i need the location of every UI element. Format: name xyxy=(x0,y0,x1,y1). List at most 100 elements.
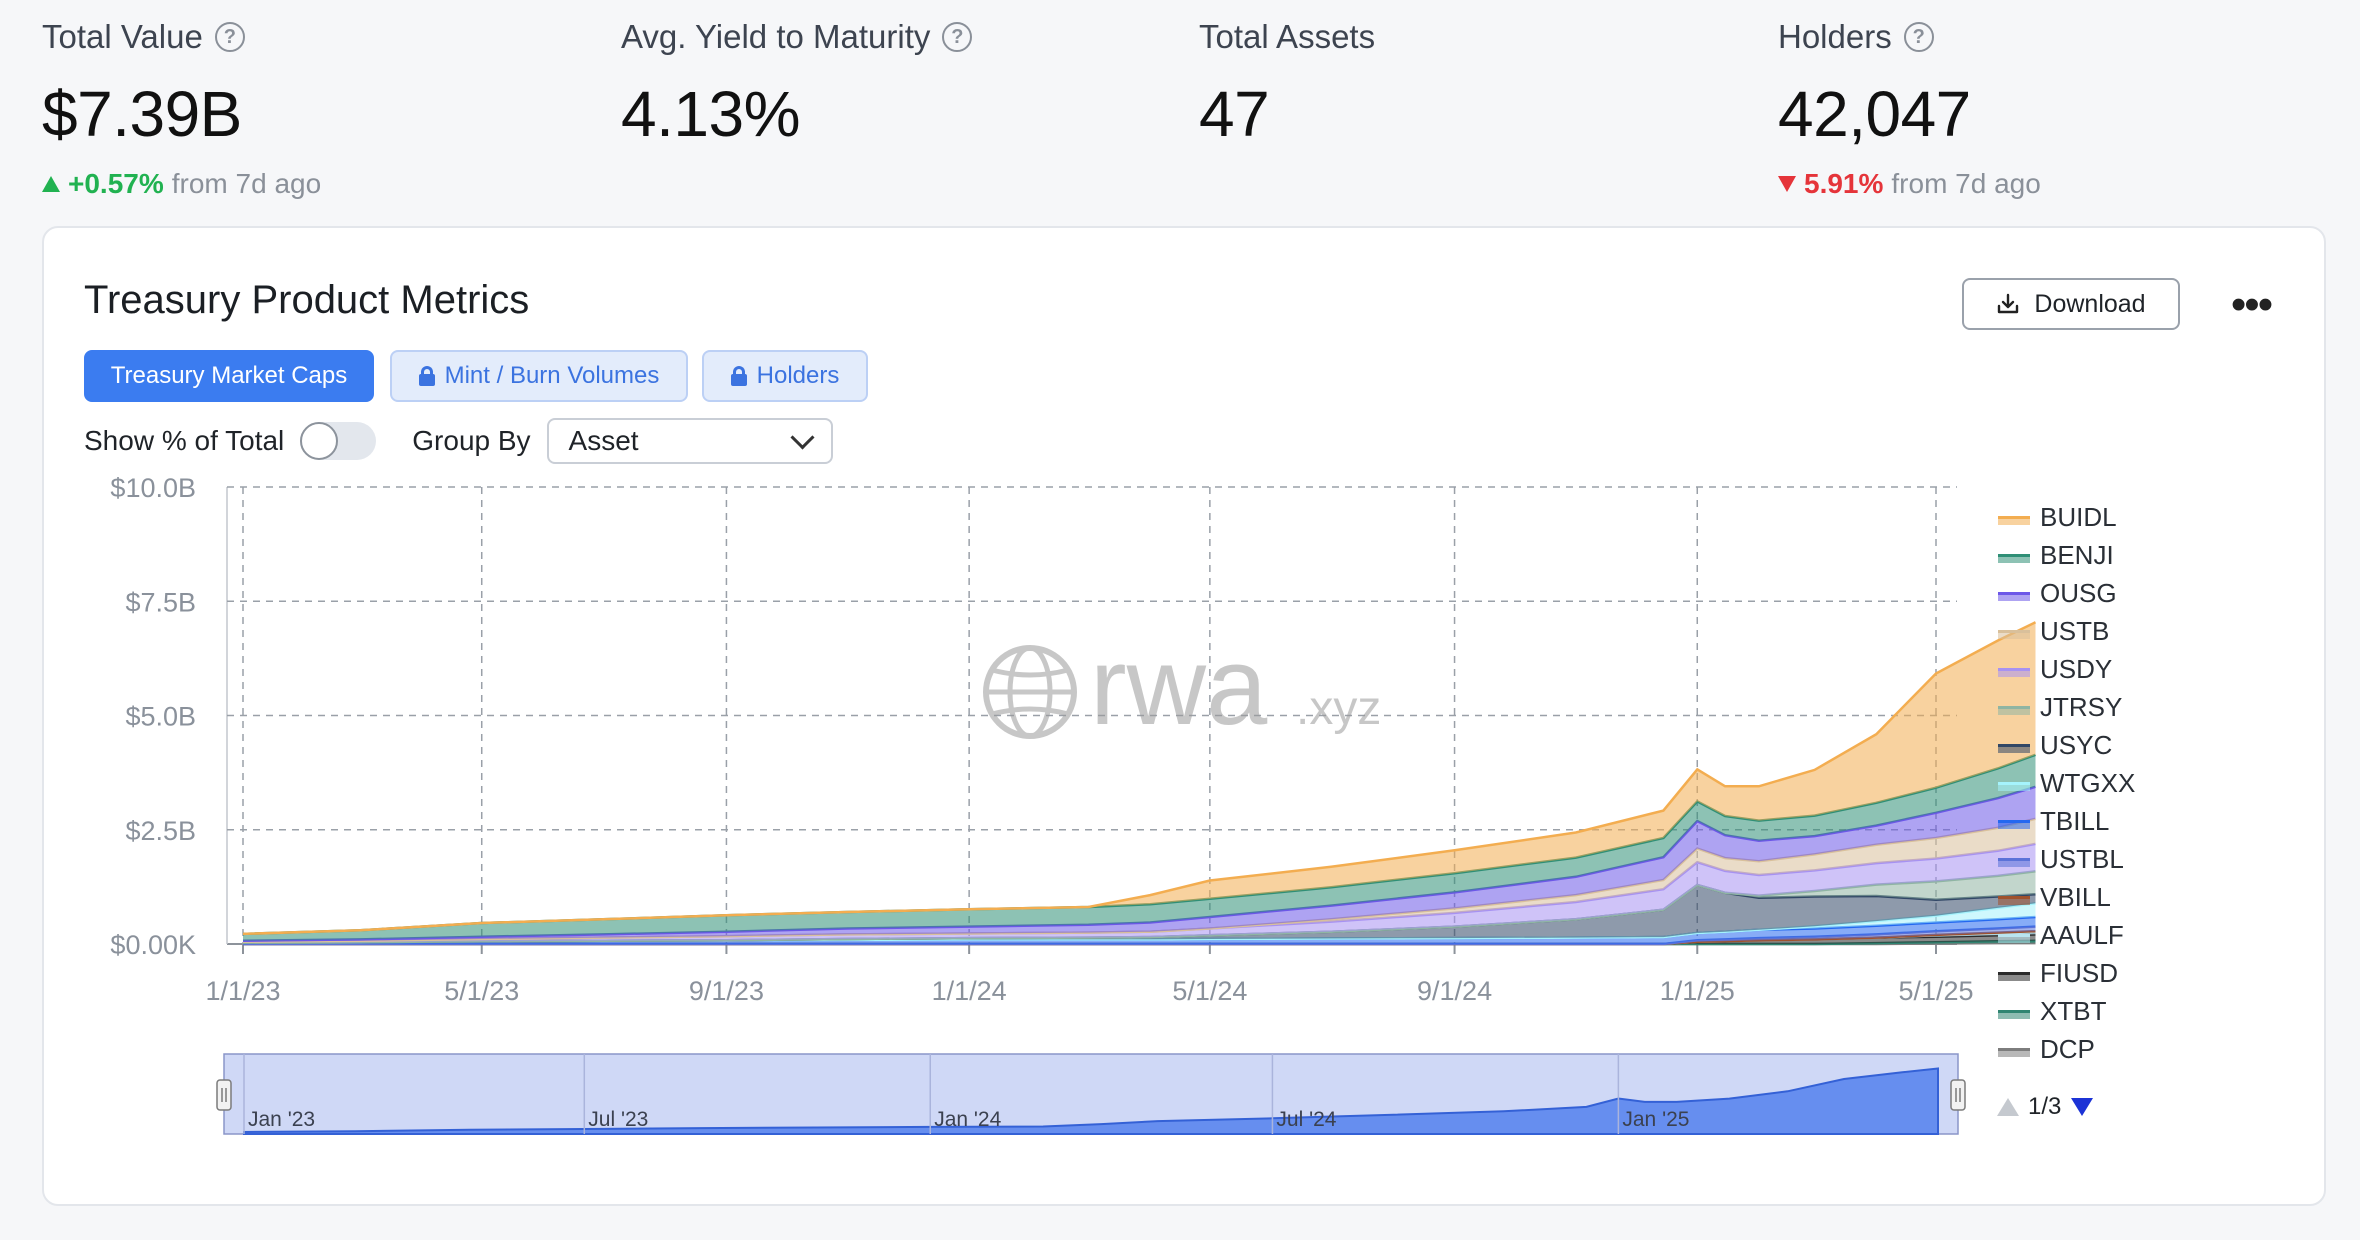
legend-label: BUIDL xyxy=(2040,502,2117,532)
navigator-label: Jul '23 xyxy=(588,1108,648,1131)
y-tick-label: $0.00K xyxy=(110,930,196,960)
navigator-handle-right[interactable] xyxy=(1950,1079,1966,1111)
legend-item-wtgxx[interactable]: WTGXX xyxy=(1998,768,2135,798)
card-title: Treasury Product Metrics xyxy=(84,278,530,322)
group-by-select[interactable]: Asset xyxy=(546,418,833,464)
area-usyc[interactable] xyxy=(243,885,2036,943)
group-by-value: Asset xyxy=(568,425,639,456)
watermark-main: rwa xyxy=(1090,625,1268,748)
x-tick-label: 9/1/23 xyxy=(689,976,764,1006)
legend-swatch-line xyxy=(1998,592,2030,595)
legend-label: USYC xyxy=(2040,730,2112,760)
legend-swatch-line xyxy=(1998,858,2030,861)
pager-down-icon[interactable] xyxy=(2071,1098,2093,1116)
navigator-label: Jan '23 xyxy=(248,1108,315,1131)
x-tick-label: 9/1/24 xyxy=(1417,976,1492,1006)
legend-item-ousg[interactable]: OUSG xyxy=(1998,578,2117,608)
legend-label: USTBL xyxy=(2040,844,2124,874)
stat-avg-yield: Avg. Yield to Maturity ? 4.13% xyxy=(621,14,973,146)
legend-swatch-line xyxy=(1998,896,2030,899)
handle-body xyxy=(1950,1079,1966,1111)
stat-value: 47 xyxy=(1199,78,1270,150)
y-tick-label: $5.0B xyxy=(125,702,196,732)
legend-item-dcp[interactable]: DCP xyxy=(1998,1034,2095,1064)
tab-mint-burn-volumes[interactable]: Mint / Burn Volumes xyxy=(390,350,688,402)
legend-label: USDY xyxy=(2040,654,2112,684)
triangle-down-icon xyxy=(1778,176,1796,192)
legend-item-ustbl[interactable]: USTBL xyxy=(1998,844,2124,874)
show-pct-toggle[interactable] xyxy=(300,422,377,460)
legend-label: VBILL xyxy=(2040,882,2111,912)
legend-swatch xyxy=(1998,820,2030,829)
legend-swatch-line xyxy=(1998,744,2030,747)
legend-swatch-line xyxy=(1998,934,2030,937)
legend-label: BENJI xyxy=(2040,540,2114,570)
pager-up-icon[interactable] xyxy=(1997,1098,2019,1116)
legend-label: FIUSD xyxy=(2040,958,2118,988)
stat-label: Total Assets xyxy=(1199,18,1376,55)
pager-label: 1/3 xyxy=(2028,1093,2061,1120)
group-by-label: Group By xyxy=(412,425,531,456)
legend-label: XTBT xyxy=(2040,996,2107,1026)
show-pct-label: Show % of Total xyxy=(84,425,285,456)
stat-total-assets: Total Assets 47 xyxy=(1199,14,1375,146)
x-tick-label: 5/1/24 xyxy=(1172,976,1247,1006)
stat-value: 42,047 xyxy=(1778,78,1971,150)
legend-swatch-line xyxy=(1998,668,2030,671)
lock-icon xyxy=(730,366,747,386)
line-buidl xyxy=(242,621,2037,936)
legend-item-aaulf[interactable]: AAULF xyxy=(1998,920,2124,950)
y-tick-label: $10.0B xyxy=(110,473,196,503)
watermark: rwa .xyz xyxy=(983,625,1381,748)
area-ousg[interactable] xyxy=(243,786,2036,942)
legend-swatch-line xyxy=(1998,1010,2030,1013)
help-icon[interactable]: ? xyxy=(214,22,245,52)
navigator-label: Jan '24 xyxy=(934,1108,1001,1131)
tab-label: Mint / Burn Volumes xyxy=(444,362,660,389)
stat-change-suffix: from 7d ago xyxy=(1891,168,2041,199)
legend-item-jtrsy[interactable]: JTRSY xyxy=(1998,692,2122,722)
download-label: Download xyxy=(2034,289,2146,318)
help-icon[interactable]: ? xyxy=(1903,22,1934,52)
tab-holders[interactable]: Holders xyxy=(702,350,868,402)
legend-swatch xyxy=(1998,744,2030,753)
legend-item-benji[interactable]: BENJI xyxy=(1998,540,2114,570)
area-fiusd[interactable] xyxy=(243,934,2036,944)
legend-item-tbill[interactable]: TBILL xyxy=(1998,806,2109,836)
legend-item-fiusd[interactable]: FIUSD xyxy=(1998,958,2118,988)
legend-item-usdy[interactable]: USDY xyxy=(1998,654,2112,684)
stat-change-pct: +0.57% xyxy=(68,168,164,199)
tab-treasury-market-caps[interactable]: Treasury Market Caps xyxy=(84,350,374,402)
legend-item-buidl[interactable]: BUIDL xyxy=(1998,502,2117,532)
stat-label: Holders xyxy=(1778,18,1892,55)
legend-item-vbill[interactable]: VBILL xyxy=(1998,882,2111,912)
legend-swatch-line xyxy=(1998,706,2030,709)
stat-label: Total Value xyxy=(42,18,203,55)
handle-body xyxy=(216,1079,232,1111)
stat-value: $7.39B xyxy=(42,78,242,150)
legend-swatch-line xyxy=(1998,820,2030,823)
lock-icon xyxy=(418,366,435,386)
legend-swatch xyxy=(1998,1010,2030,1019)
legend-swatch-line xyxy=(1998,554,2030,557)
more-options-icon[interactable]: ••• xyxy=(2230,280,2273,329)
watermark-suffix: .xyz xyxy=(1296,682,1381,735)
legend-swatch xyxy=(1998,1048,2030,1057)
legend-swatch xyxy=(1998,782,2030,791)
help-icon[interactable]: ? xyxy=(942,22,973,52)
x-tick-label: 1/1/23 xyxy=(205,976,280,1006)
download-button[interactable]: Download xyxy=(1962,278,2180,330)
legend-swatch-line xyxy=(1998,972,2030,975)
legend-label: AAULF xyxy=(2040,920,2124,950)
legend-swatch xyxy=(1998,592,2030,601)
legend-item-usyc[interactable]: USYC xyxy=(1998,730,2112,760)
area-usdy[interactable] xyxy=(243,843,2036,943)
navigator-handle-left[interactable] xyxy=(216,1079,232,1111)
legend-swatch xyxy=(1998,554,2030,563)
stat-label: Avg. Yield to Maturity xyxy=(621,18,931,55)
legend-swatch-line xyxy=(1998,516,2030,519)
navigator-label: Jul '24 xyxy=(1276,1108,1336,1131)
legend-item-xtbt[interactable]: XTBT xyxy=(1998,996,2107,1026)
legend-swatch xyxy=(1998,706,2030,715)
legend-item-ustb[interactable]: USTB xyxy=(1998,616,2109,646)
